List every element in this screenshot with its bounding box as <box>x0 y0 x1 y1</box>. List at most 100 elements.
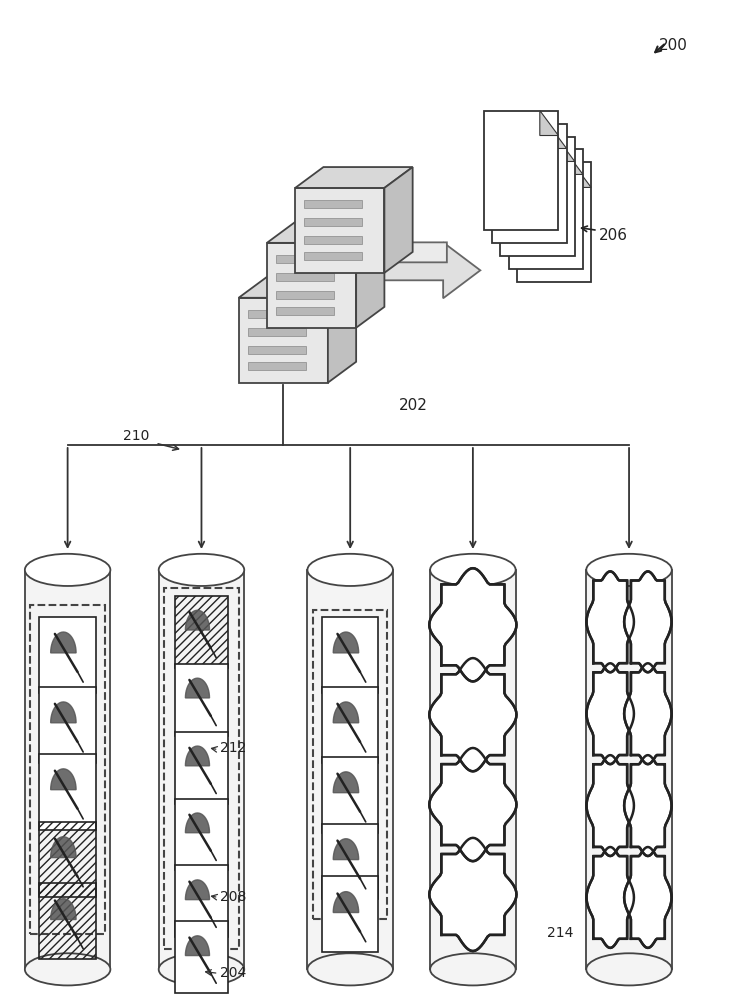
Polygon shape <box>51 769 76 790</box>
Ellipse shape <box>430 554 516 586</box>
Polygon shape <box>51 899 76 920</box>
Ellipse shape <box>308 554 393 586</box>
Polygon shape <box>565 149 583 174</box>
Bar <box>430 570 516 969</box>
Bar <box>517 162 591 282</box>
Bar <box>492 124 567 243</box>
Bar <box>276 273 334 281</box>
Bar <box>304 200 362 208</box>
Text: 212: 212 <box>220 741 247 755</box>
Bar <box>159 570 244 969</box>
Polygon shape <box>339 242 481 298</box>
FancyBboxPatch shape <box>39 687 96 763</box>
FancyBboxPatch shape <box>499 155 548 221</box>
Polygon shape <box>333 632 358 653</box>
Polygon shape <box>51 702 76 723</box>
Ellipse shape <box>25 554 110 586</box>
Polygon shape <box>295 167 413 188</box>
Polygon shape <box>356 222 384 328</box>
Polygon shape <box>429 658 516 771</box>
Polygon shape <box>333 702 358 723</box>
Ellipse shape <box>159 953 244 985</box>
Polygon shape <box>333 839 358 860</box>
Polygon shape <box>557 137 574 161</box>
Bar <box>304 218 362 226</box>
Ellipse shape <box>308 953 393 985</box>
Polygon shape <box>624 847 671 948</box>
Bar <box>484 111 559 230</box>
Polygon shape <box>509 169 531 187</box>
Ellipse shape <box>586 953 672 985</box>
FancyBboxPatch shape <box>507 168 557 234</box>
Polygon shape <box>328 277 356 383</box>
FancyBboxPatch shape <box>39 617 96 693</box>
Bar <box>586 570 672 969</box>
Text: 208: 208 <box>220 890 247 904</box>
Bar <box>276 255 334 263</box>
Polygon shape <box>429 748 516 861</box>
Polygon shape <box>238 277 356 298</box>
Ellipse shape <box>25 953 110 985</box>
Bar <box>238 298 328 383</box>
Polygon shape <box>586 847 634 948</box>
Polygon shape <box>267 222 384 243</box>
Text: 206: 206 <box>599 228 628 243</box>
FancyBboxPatch shape <box>39 754 96 830</box>
Polygon shape <box>186 678 209 698</box>
Polygon shape <box>501 156 523 174</box>
FancyBboxPatch shape <box>322 687 378 763</box>
Polygon shape <box>586 571 634 672</box>
Polygon shape <box>548 124 567 148</box>
FancyBboxPatch shape <box>174 865 228 937</box>
Bar <box>267 243 356 328</box>
Bar <box>308 570 393 969</box>
Polygon shape <box>333 892 358 913</box>
FancyBboxPatch shape <box>524 194 572 260</box>
Text: 204: 204 <box>220 966 247 980</box>
Polygon shape <box>305 224 447 280</box>
Bar <box>247 362 305 370</box>
Bar <box>276 307 334 315</box>
FancyBboxPatch shape <box>516 181 565 247</box>
Bar <box>247 346 305 354</box>
FancyBboxPatch shape <box>322 617 378 693</box>
Polygon shape <box>624 663 671 764</box>
Polygon shape <box>533 208 555 226</box>
FancyBboxPatch shape <box>491 142 540 208</box>
FancyBboxPatch shape <box>322 757 378 833</box>
Text: 202: 202 <box>399 398 428 413</box>
Polygon shape <box>572 162 591 187</box>
Polygon shape <box>586 663 634 764</box>
Polygon shape <box>624 755 671 856</box>
Polygon shape <box>429 838 516 951</box>
Polygon shape <box>525 195 547 213</box>
Polygon shape <box>186 880 209 900</box>
Polygon shape <box>540 111 559 136</box>
Bar <box>501 137 574 256</box>
Bar <box>247 328 305 336</box>
Bar <box>276 291 334 299</box>
Polygon shape <box>384 167 413 273</box>
Polygon shape <box>429 568 516 681</box>
Polygon shape <box>51 632 76 653</box>
FancyBboxPatch shape <box>322 876 378 952</box>
Text: 214: 214 <box>548 926 574 940</box>
Polygon shape <box>186 936 209 956</box>
Polygon shape <box>624 571 671 672</box>
FancyBboxPatch shape <box>174 664 228 736</box>
Ellipse shape <box>159 554 244 586</box>
Polygon shape <box>186 610 209 630</box>
FancyBboxPatch shape <box>322 824 378 899</box>
FancyBboxPatch shape <box>174 799 228 870</box>
Polygon shape <box>186 746 209 766</box>
Polygon shape <box>186 813 209 833</box>
Bar <box>25 570 110 969</box>
Polygon shape <box>51 837 76 858</box>
Bar <box>509 149 583 269</box>
Polygon shape <box>333 772 358 793</box>
Polygon shape <box>517 182 539 200</box>
Bar <box>304 252 362 260</box>
Bar <box>295 188 384 273</box>
Polygon shape <box>586 755 634 856</box>
Bar <box>304 236 362 244</box>
